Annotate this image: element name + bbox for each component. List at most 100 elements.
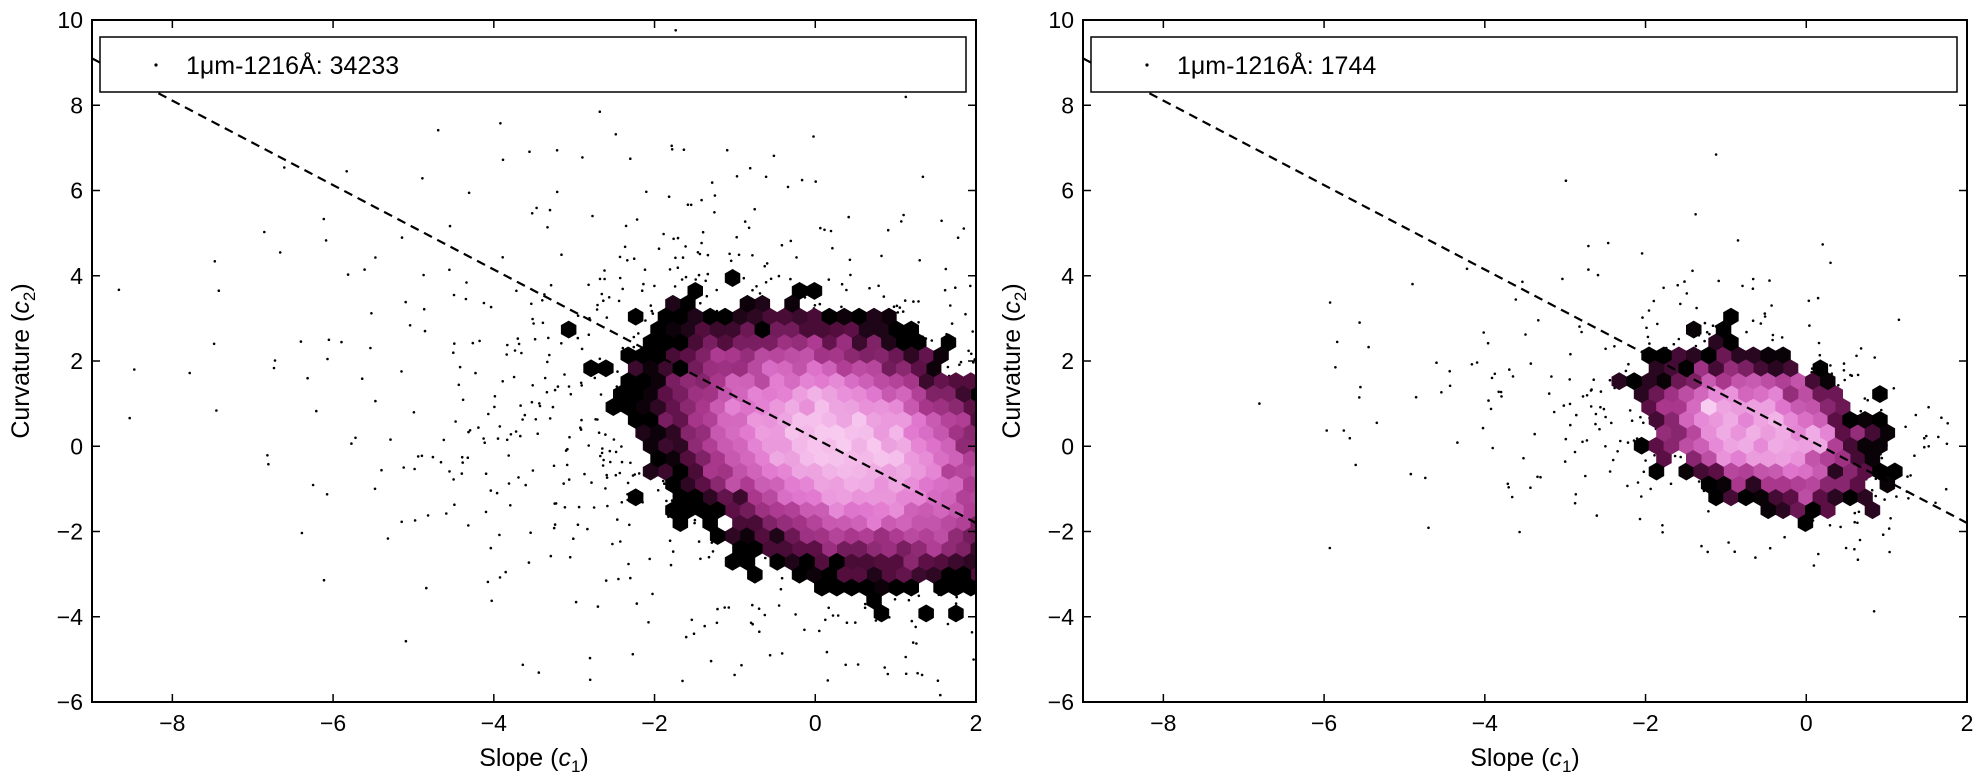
scatter-point [400,520,404,524]
scatter-point [911,641,915,644]
x-tick-label: 0 [809,710,822,736]
hexbin-cell [903,320,919,339]
scatter-point [1646,335,1650,339]
hexbin-cell [873,501,890,520]
scatter-point [959,360,963,364]
scatter-point [1817,341,1821,345]
hexbin-cell [993,502,1008,519]
scatter-point [1741,284,1744,288]
scatter-point [1818,353,1822,357]
scatter-point [1887,527,1891,530]
scatter-point [1514,298,1518,301]
scatter-point [1481,426,1485,430]
hexbin-cell [1001,463,1016,480]
scatter-point [1829,364,1832,367]
scatter-point [501,380,505,383]
scatter-point [467,430,470,434]
scatter-point [496,437,500,440]
x-tick-label: −6 [1311,710,1337,736]
scatter-point [1913,454,1916,458]
scatter-point [1435,361,1438,365]
hexbin-cell [836,359,852,378]
scatter-point [936,679,940,682]
scatter-point [1783,535,1786,539]
scatter-point [1524,333,1527,336]
scatter-point [1859,409,1863,413]
scatter-point [477,426,480,429]
scatter-point [653,284,656,288]
hexbin-cell [1782,385,1799,404]
scatter-point [457,383,461,387]
scatter-point [133,368,136,371]
scatter-point [893,598,897,601]
scatter-point [629,157,632,160]
scatter-point [668,268,672,271]
x-tick-label: 2 [970,710,983,736]
scatter-point [535,206,538,210]
scatter-point [1521,280,1524,284]
hexbin-cell [963,475,976,494]
scatter-point [489,546,493,550]
scatter-point [1927,405,1930,409]
hexbin-cell [1030,515,1045,532]
hexbin-cell [948,604,964,623]
scatter-point [495,491,499,495]
scatter-point [404,639,408,643]
scatter-point [213,260,217,263]
scatter-point [1946,422,1949,425]
hexbin-cell [829,552,845,571]
hexbin-cell [986,566,1001,583]
scatter-point [914,625,917,629]
hexbin-cell [672,385,689,404]
scatter-point [819,226,822,230]
scatter-point [880,254,883,258]
scatter-point [803,628,806,632]
scatter-point [743,220,747,223]
scatter-point [635,602,639,605]
scatter-point [628,523,631,527]
scatter-point [1857,510,1861,514]
scatter-point [661,479,665,483]
scatter-point [614,473,618,477]
hexbin-cell [1872,385,1888,404]
scatter-point [764,175,768,179]
scatter-point [1511,375,1515,378]
scatter-point [532,322,535,325]
hexbin-cell [1760,346,1776,365]
scatter-point [1335,340,1339,344]
scatter-point [1700,544,1703,548]
hexbin-cell [1001,515,1016,532]
scatter-point [758,292,762,295]
scatter-point [1817,552,1820,556]
scatter-point [623,245,627,249]
scatter-point [486,580,490,584]
hexbin-cell [978,502,993,519]
scatter-point [431,455,435,459]
scatter-point [300,531,304,535]
hexbin-cell [754,475,771,494]
hexbin-cell [978,373,993,390]
scatter-point [272,366,276,370]
scatter-point [576,336,580,340]
hexbin-cell [1678,385,1694,404]
scatter-point [690,618,694,622]
hexbin-cell [933,578,949,597]
hexbin-cell [1090,540,1105,557]
scatter-point [587,444,590,447]
scatter-point [324,239,328,242]
scatter-point [442,438,446,442]
scatter-point [553,502,556,505]
scatter-point [562,482,565,485]
hexbin-cell [1797,410,1814,429]
scatter-point [515,289,518,293]
scatter-point [608,449,612,453]
scatter-point [374,399,377,403]
scatter-point [1676,283,1679,287]
scatter-point [350,442,353,445]
hexbin-cell [881,410,897,429]
scatter-point [780,576,784,580]
scatter-point [1808,324,1811,327]
hexbin-cell [896,514,912,533]
fit-line-left [92,57,976,524]
scatter-point [1691,269,1694,273]
